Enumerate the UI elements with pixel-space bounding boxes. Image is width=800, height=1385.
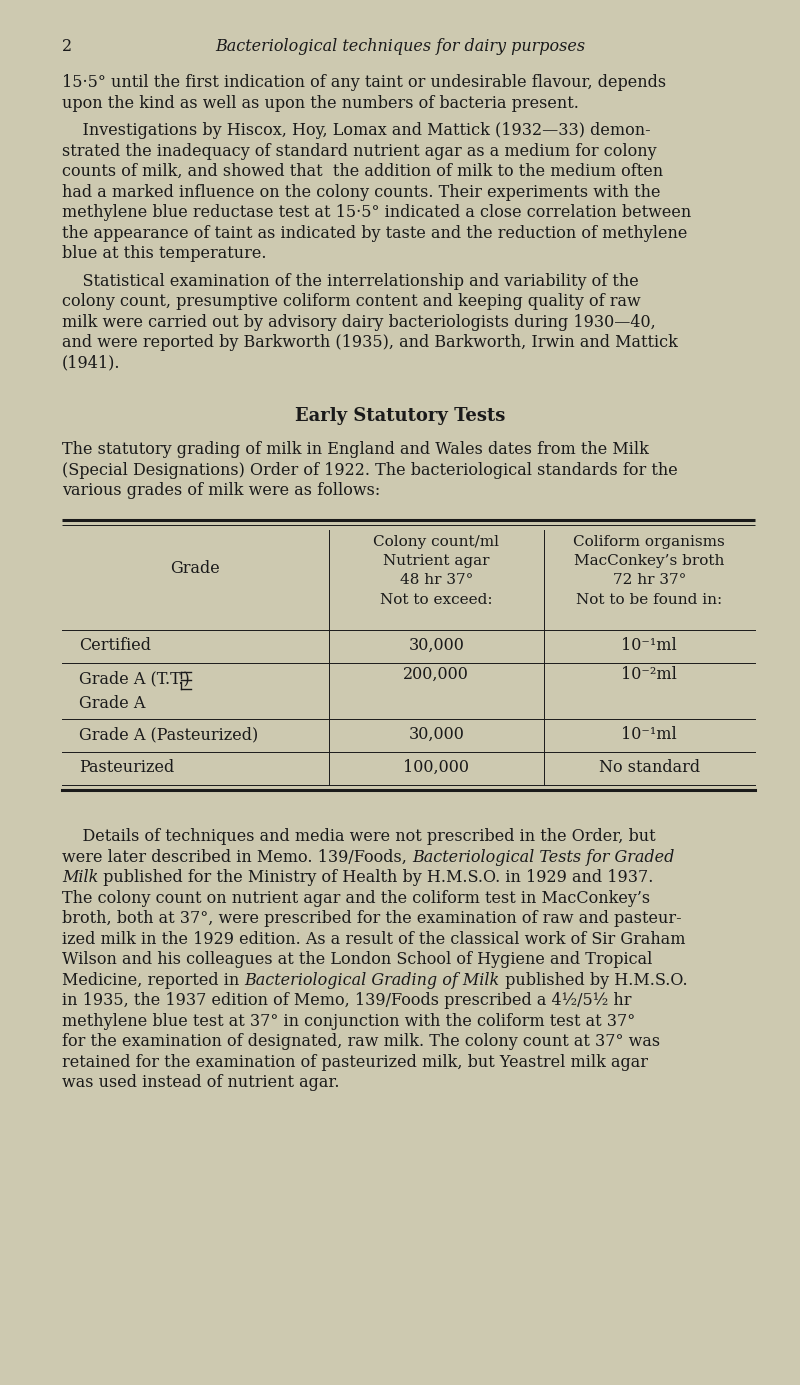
Text: Grade: Grade [170,560,220,578]
Text: counts of milk, and showed that  the addition of milk to the medium often: counts of milk, and showed that the addi… [62,163,663,180]
Text: Colony count/ml: Colony count/ml [374,535,499,548]
Text: methylene blue reductase test at 15·5° indicated a close correlation between: methylene blue reductase test at 15·5° i… [62,204,691,222]
Text: in 1935, the 1937 edition of Memo, 139/Foods prescribed a 4½/5½ hr: in 1935, the 1937 edition of Memo, 139/F… [62,992,631,1010]
Text: 10⁻¹ml: 10⁻¹ml [622,637,677,654]
Text: 15·5° until the first indication of any taint or undesirable flavour, depends: 15·5° until the first indication of any … [62,73,666,91]
Text: 100,000: 100,000 [403,759,470,776]
Text: strated the inadequacy of standard nutrient agar as a medium for colony: strated the inadequacy of standard nutri… [62,143,657,159]
Text: various grades of milk were as follows:: various grades of milk were as follows: [62,482,380,499]
Text: Grade A (Pasteurized): Grade A (Pasteurized) [79,726,258,742]
Text: published for the Ministry of Health by H.M.S.O. in 1929 and 1937.: published for the Ministry of Health by … [98,868,654,886]
Text: MacConkey’s broth: MacConkey’s broth [574,554,725,568]
Text: was used instead of nutrient agar.: was used instead of nutrient agar. [62,1073,339,1091]
Text: Bacteriological techniques for dairy purposes: Bacteriological techniques for dairy pur… [215,37,585,55]
Text: 48 hr 37°: 48 hr 37° [399,573,473,587]
Text: Grade A: Grade A [79,694,146,712]
Text: Not to be found in:: Not to be found in: [576,593,722,607]
Text: Details of techniques and media were not prescribed in the Order, but: Details of techniques and media were not… [62,828,656,845]
Text: Milk: Milk [62,868,98,886]
Text: colony count, presumptive coliform content and keeping quality of raw: colony count, presumptive coliform conte… [62,294,641,310]
Text: 30,000: 30,000 [408,726,464,742]
Text: 2: 2 [62,37,72,55]
Text: 30,000: 30,000 [408,637,464,654]
Text: Wilson and his colleagues at the London School of Hygiene and Tropical: Wilson and his colleagues at the London … [62,951,652,968]
Text: Bacteriological Grading of Milk: Bacteriological Grading of Milk [244,971,500,989]
Text: methylene blue test at 37° in conjunction with the coliform test at 37°: methylene blue test at 37° in conjunctio… [62,1012,635,1029]
Text: upon the kind as well as upon the numbers of bacteria present.: upon the kind as well as upon the number… [62,94,579,112]
Text: Not to exceed:: Not to exceed: [380,593,493,607]
Text: Pasteurized: Pasteurized [79,759,174,776]
Text: Early Statutory Tests: Early Statutory Tests [295,407,505,425]
Text: (1941).: (1941). [62,355,121,371]
Text: (Special Designations) Order of 1922. The bacteriological standards for the: (Special Designations) Order of 1922. Th… [62,461,678,478]
Text: The statutory grading of milk in England and Wales dates from the Milk: The statutory grading of milk in England… [62,440,649,458]
Text: Investigations by Hiscox, Hoy, Lomax and Mattick (1932—33) demon-: Investigations by Hiscox, Hoy, Lomax and… [62,122,650,138]
Text: The colony count on nutrient agar and the coliform test in MacConkey’s: The colony count on nutrient agar and th… [62,889,650,907]
Text: 72 hr 37°: 72 hr 37° [613,573,686,587]
Text: Certified: Certified [79,637,151,654]
Text: had a marked influence on the colony counts. Their experiments with the: had a marked influence on the colony cou… [62,183,661,201]
Text: Medicine, reported in: Medicine, reported in [62,971,244,989]
Text: milk were carried out by advisory dairy bacteriologists during 1930—40,: milk were carried out by advisory dairy … [62,313,656,331]
Text: No standard: No standard [598,759,700,776]
Text: broth, both at 37°, were prescribed for the examination of raw and pasteur-: broth, both at 37°, were prescribed for … [62,910,682,927]
Text: for the examination of designated, raw milk. The colony count at 37° was: for the examination of designated, raw m… [62,1033,660,1050]
Text: 200,000: 200,000 [403,666,469,683]
Text: 10⁻¹ml: 10⁻¹ml [622,726,677,742]
Text: Bacteriological Tests for Graded: Bacteriological Tests for Graded [412,849,674,866]
Text: Coliform organisms: Coliform organisms [574,535,725,548]
Text: Grade A (T.T.): Grade A (T.T.) [79,670,190,687]
Text: retained for the examination of pasteurized milk, but Yeastrel milk agar: retained for the examination of pasteuri… [62,1054,648,1071]
Text: Statistical examination of the interrelationship and variability of the: Statistical examination of the interrela… [62,273,638,289]
Text: Nutrient agar: Nutrient agar [383,554,490,568]
Text: blue at this temperature.: blue at this temperature. [62,245,266,262]
Text: published by H.M.S.O.: published by H.M.S.O. [500,971,687,989]
Text: 10⁻²ml: 10⁻²ml [622,666,678,683]
Text: ized milk in the 1929 edition. As a result of the classical work of Sir Graham: ized milk in the 1929 edition. As a resu… [62,931,686,947]
Text: were later described in Memo. 139/Foods,: were later described in Memo. 139/Foods, [62,849,412,866]
Text: the appearance of taint as indicated by taste and the reduction of methylene: the appearance of taint as indicated by … [62,224,687,241]
Text: and were reported by Barkworth (1935), and Barkworth, Irwin and Mattick: and were reported by Barkworth (1935), a… [62,334,678,350]
